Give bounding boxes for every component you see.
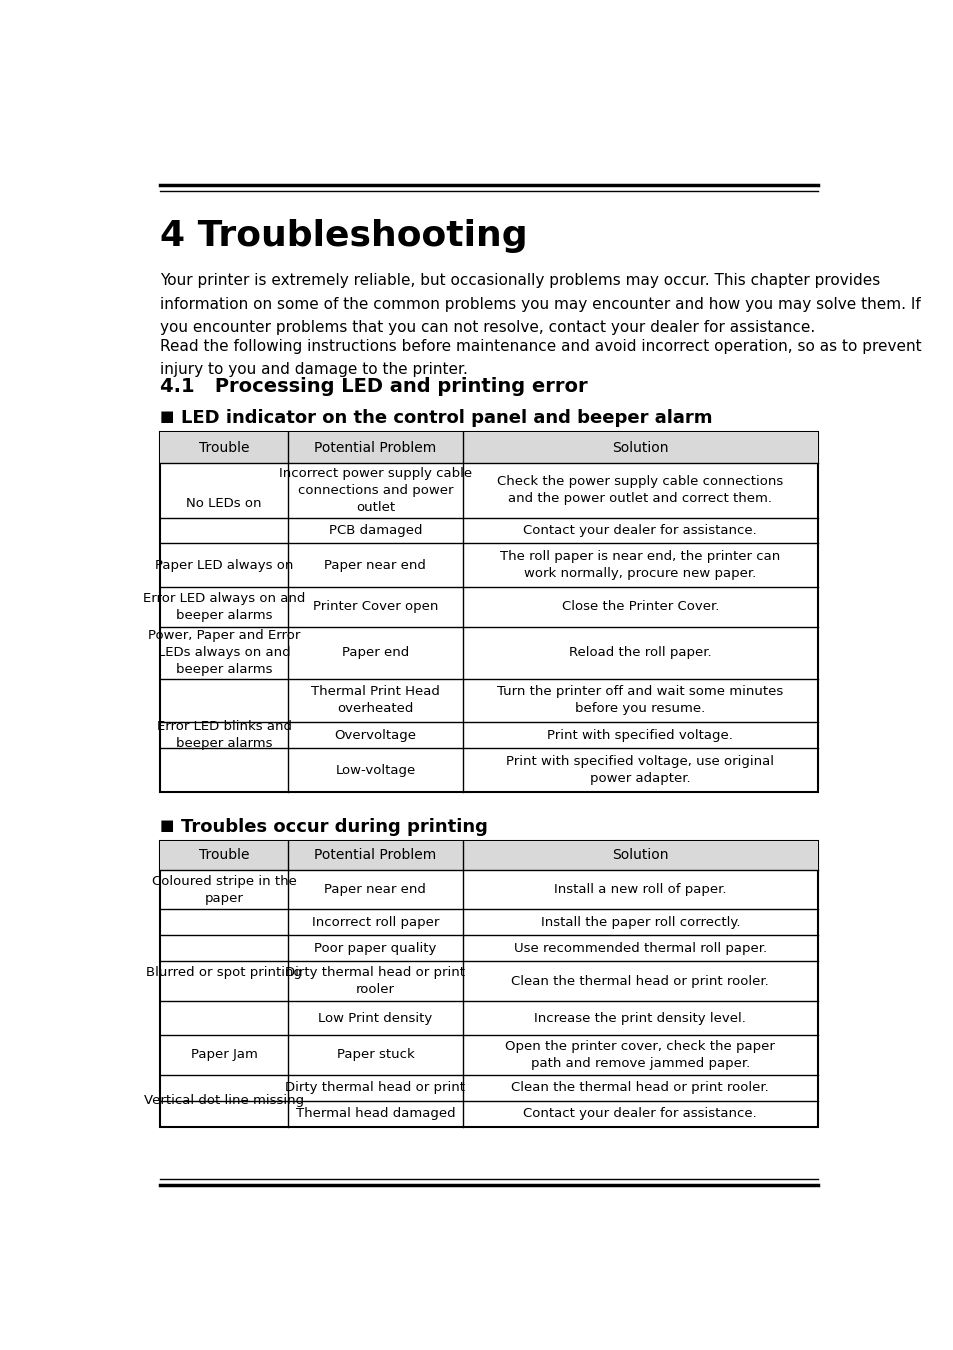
Text: Paper end: Paper end xyxy=(341,647,409,659)
Text: Thermal Print Head
overheated: Thermal Print Head overheated xyxy=(311,686,439,716)
Text: Low Print density: Low Print density xyxy=(318,1011,432,1025)
Text: Trouble: Trouble xyxy=(198,848,249,863)
Text: Read the following instructions before maintenance and avoid incorrect operation: Read the following instructions before m… xyxy=(160,339,921,377)
Bar xyxy=(160,841,817,869)
Text: Potential Problem: Potential Problem xyxy=(314,441,436,455)
Text: Increase the print density level.: Increase the print density level. xyxy=(534,1011,745,1025)
Text: Install a new roll of paper.: Install a new roll of paper. xyxy=(554,883,726,896)
Text: Power, Paper and Error
LEDs always on and
beeper alarms: Power, Paper and Error LEDs always on an… xyxy=(148,629,300,676)
Text: Print with specified voltage, use original
power adapter.: Print with specified voltage, use origin… xyxy=(506,755,774,786)
Text: Paper LED always on: Paper LED always on xyxy=(154,559,293,572)
Text: ■: ■ xyxy=(160,818,174,833)
Text: LED indicator on the control panel and beeper alarm: LED indicator on the control panel and b… xyxy=(180,409,711,428)
Text: Error LED always on and
beeper alarms: Error LED always on and beeper alarms xyxy=(143,591,305,622)
Text: Solution: Solution xyxy=(612,441,668,455)
Text: Contact your dealer for assistance.: Contact your dealer for assistance. xyxy=(523,1107,757,1120)
Text: Clean the thermal head or print rooler.: Clean the thermal head or print rooler. xyxy=(511,1081,768,1094)
Text: Incorrect roll paper: Incorrect roll paper xyxy=(312,915,438,929)
Text: Install the paper roll correctly.: Install the paper roll correctly. xyxy=(540,915,740,929)
Text: Blurred or spot printing: Blurred or spot printing xyxy=(146,965,302,979)
Text: Coloured stripe in the
paper: Coloured stripe in the paper xyxy=(152,875,296,905)
Text: Reload the roll paper.: Reload the roll paper. xyxy=(568,647,711,659)
Text: Use recommended thermal roll paper.: Use recommended thermal roll paper. xyxy=(513,942,766,954)
Text: Paper near end: Paper near end xyxy=(324,883,426,896)
Bar xyxy=(160,841,817,1127)
Text: 4 Troubleshooting: 4 Troubleshooting xyxy=(160,219,527,254)
Text: Overvoltage: Overvoltage xyxy=(335,729,416,741)
Text: Paper stuck: Paper stuck xyxy=(336,1049,414,1061)
Text: Incorrect power supply cable
connections and power
outlet: Incorrect power supply cable connections… xyxy=(278,467,472,514)
Text: ■: ■ xyxy=(160,409,174,424)
Text: Low-voltage: Low-voltage xyxy=(335,764,416,776)
Text: Your printer is extremely reliable, but occasionally problems may occur. This ch: Your printer is extremely reliable, but … xyxy=(160,273,920,335)
Text: No LEDs on: No LEDs on xyxy=(186,497,261,510)
Text: Clean the thermal head or print rooler.: Clean the thermal head or print rooler. xyxy=(511,975,768,988)
Bar xyxy=(160,432,817,463)
Text: Poor paper quality: Poor paper quality xyxy=(314,942,436,954)
Text: The roll paper is near end, the printer can
work normally, procure new paper.: The roll paper is near end, the printer … xyxy=(499,551,780,580)
Text: Troubles occur during printing: Troubles occur during printing xyxy=(180,818,487,836)
Text: Potential Problem: Potential Problem xyxy=(314,848,436,863)
Text: Trouble: Trouble xyxy=(198,441,249,455)
Text: Printer Cover open: Printer Cover open xyxy=(313,601,437,613)
Text: Dirty thermal head or print
rooler: Dirty thermal head or print rooler xyxy=(285,967,465,996)
Text: Error LED blinks and
beeper alarms: Error LED blinks and beeper alarms xyxy=(156,721,292,751)
Text: Turn the printer off and wait some minutes
before you resume.: Turn the printer off and wait some minut… xyxy=(497,686,782,716)
Text: Paper near end: Paper near end xyxy=(324,559,426,572)
Text: Close the Printer Cover.: Close the Printer Cover. xyxy=(561,601,719,613)
Text: Check the power supply cable connections
and the power outlet and correct them.: Check the power supply cable connections… xyxy=(497,475,782,505)
Text: Dirty thermal head or print: Dirty thermal head or print xyxy=(285,1081,465,1094)
Text: Contact your dealer for assistance.: Contact your dealer for assistance. xyxy=(523,524,757,537)
Text: Paper Jam: Paper Jam xyxy=(191,1049,257,1061)
Text: Vertical dot line missing: Vertical dot line missing xyxy=(144,1094,304,1107)
Text: Solution: Solution xyxy=(612,848,668,863)
Text: Thermal head damaged: Thermal head damaged xyxy=(295,1107,455,1120)
Text: Print with specified voltage.: Print with specified voltage. xyxy=(547,729,733,741)
Text: PCB damaged: PCB damaged xyxy=(329,524,422,537)
Bar xyxy=(160,432,817,792)
Text: 4.1   Processing LED and printing error: 4.1 Processing LED and printing error xyxy=(160,377,587,396)
Text: Open the printer cover, check the paper
path and remove jammed paper.: Open the printer cover, check the paper … xyxy=(505,1040,775,1071)
